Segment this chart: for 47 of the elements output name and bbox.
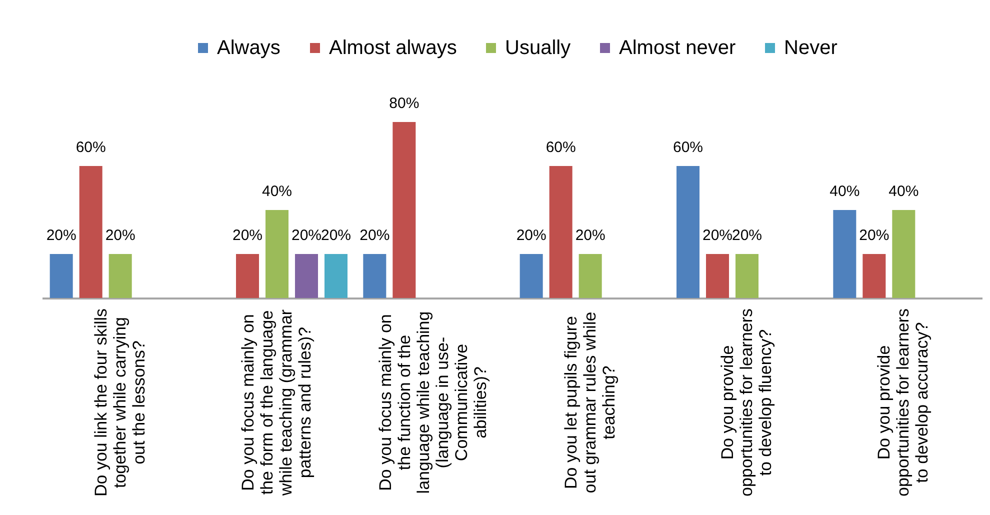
data-label: 60% (672, 139, 704, 156)
legend-label: Usually (505, 37, 571, 59)
legend-label: Never (784, 37, 838, 59)
data-label: 20% (232, 227, 263, 244)
data-label: 40% (262, 183, 292, 200)
data-label: 20% (702, 227, 733, 244)
legend-label: Almost always (329, 37, 457, 59)
bar (294, 254, 318, 298)
data-label: 20% (732, 227, 762, 244)
bar (520, 254, 543, 298)
data-label: 20% (516, 227, 546, 244)
x-tick-label: Do you focus mainly on the function of the language while teaching (language in use- Communicative abilities)? (376, 311, 490, 494)
x-tick-label: Do you focus mainly on the form of the language while teaching (grammar patterns and rules)? (238, 309, 314, 497)
bar (50, 254, 73, 298)
bar (735, 254, 759, 298)
legend-label: Almost never (619, 37, 736, 59)
bar (862, 254, 886, 298)
bar (392, 122, 416, 298)
bar (892, 210, 916, 298)
data-label: 40% (888, 183, 919, 200)
data-label: 20% (291, 227, 322, 244)
x-tick-label: Do you let pupils figure out grammar rules while teaching? (561, 312, 618, 494)
bar (324, 254, 348, 298)
bar (265, 210, 289, 298)
bar (833, 210, 856, 298)
x-tick-label: Do you provide opportunities for learners to develop fluency? (718, 308, 775, 497)
data-label: 60% (76, 139, 106, 156)
data-label: 20% (360, 227, 390, 244)
bar (676, 166, 700, 298)
data-label: 20% (105, 227, 136, 244)
bar (79, 166, 102, 298)
data-label: 20% (575, 227, 606, 244)
data-label: 60% (546, 139, 576, 156)
data-label: 20% (320, 227, 352, 244)
bar (363, 254, 386, 298)
bar (236, 254, 260, 298)
data-label: 40% (830, 183, 860, 200)
legend-label: Always (217, 37, 280, 59)
bar (108, 254, 132, 298)
bar (706, 254, 730, 298)
bar (549, 166, 572, 298)
data-label: 20% (46, 227, 76, 244)
bar (578, 254, 602, 298)
data-label: 80% (389, 95, 420, 112)
data-label: 20% (859, 227, 890, 244)
x-tick-label: Do you link the four skills together while carrying out the lessons? (91, 308, 148, 497)
x-tick-label: Do you provide opportunities for learners to develop accuracy? (874, 308, 932, 497)
